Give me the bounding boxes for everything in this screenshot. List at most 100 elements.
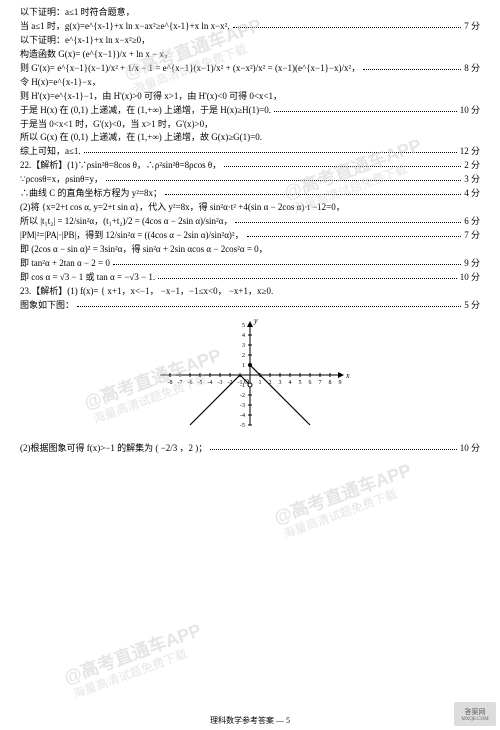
q23-last-dots bbox=[210, 442, 457, 450]
q22-l2-score: 4 分 bbox=[464, 187, 480, 201]
q22-l4-text: 所以 |t₁t₂| = 12/sin²α，(t₁+t₂)/2 = (4cos α… bbox=[20, 215, 232, 229]
l7-score: 10 分 bbox=[460, 104, 480, 118]
svg-text:-6: -6 bbox=[188, 380, 193, 386]
graph-svg: -8-7-6-5-4-3-2-1123456789-5-4-3-2-112345… bbox=[150, 315, 350, 440]
q22-l1: ∵ρcosθ=x，ρsinθ=y， 3 分 bbox=[20, 173, 480, 187]
l0: 以下证明：a≤1 时符合题意， bbox=[20, 6, 480, 20]
q23-last-score: 10 分 bbox=[460, 442, 480, 456]
q23-last: (2)根据图象可得 f(x)>−1 的解集为 ( −2/3 ，2 )； 10 分 bbox=[20, 442, 480, 456]
q22-l8: 即 cos α = √3 − 1 或 tan α = −√3 − 1. 10 分 bbox=[20, 271, 480, 285]
svg-text:-7: -7 bbox=[178, 380, 183, 386]
q22-l5-score: 7 分 bbox=[464, 229, 480, 243]
l1-dots bbox=[233, 20, 462, 28]
svg-text:y: y bbox=[253, 316, 258, 325]
svg-text:-3: -3 bbox=[240, 403, 245, 409]
q22-l8-score: 10 分 bbox=[460, 271, 480, 285]
l1: 当 a≤1 时，g(x)=e^{x-1}+x ln x−ax²≥e^{x-1}+… bbox=[20, 20, 480, 34]
svg-text:1: 1 bbox=[259, 380, 262, 386]
q22-l4-dots bbox=[235, 215, 461, 223]
svg-text:-5: -5 bbox=[198, 380, 203, 386]
l9: 所以 G(x) 在 (0,1) 上递减，在 (1,+∞) 上递增，故 G(x)≥… bbox=[20, 131, 480, 145]
l10-dots bbox=[84, 145, 457, 153]
l1-text: 当 a≤1 时，g(x)=e^{x-1}+x ln x−ax²≥e^{x-1}+… bbox=[20, 20, 230, 34]
svg-text:4: 4 bbox=[242, 333, 245, 339]
l1-score: 7 分 bbox=[464, 20, 480, 34]
q23-cap-text: 图象如下图： bbox=[20, 299, 74, 313]
svg-text:5: 5 bbox=[242, 323, 245, 329]
svg-text:5: 5 bbox=[299, 380, 302, 386]
q22-l2-dots bbox=[165, 187, 461, 195]
l9-text: 所以 G(x) 在 (0,1) 上递减，在 (1,+∞) 上递增，故 G(x)≥… bbox=[20, 131, 262, 145]
q22-l3: (2)将 {x=2+t cos α, y=2+t sin α}，代入 y²=8x… bbox=[20, 201, 480, 215]
q23-head-text: 23.【解析】(1) f(x)= { x+1，x<−1， −x−1，−1≤x<0… bbox=[20, 285, 273, 299]
page-footer: 理科数学参考答案 — 5 bbox=[0, 715, 500, 726]
l6: 则 H'(x)=e^{x-1}−1，由 H'(x)>0 可得 x>1，由 H'(… bbox=[20, 90, 480, 104]
l2: 以下证明：e^{x-1}+x ln x−x²≥0， bbox=[20, 34, 480, 48]
svg-text:1: 1 bbox=[242, 363, 245, 369]
q23-head: 23.【解析】(1) f(x)= { x+1，x<−1， −x−1，−1≤x<0… bbox=[20, 285, 480, 299]
q22-l1-dots bbox=[106, 173, 461, 181]
l7-text: 于是 H(x) 在 (0,1) 上递减，在 (1,+∞) 上递增，于是 H(x)… bbox=[20, 104, 271, 118]
q22-l2: ∴曲线 C 的直角坐标方程为 y²=8x； 4 分 bbox=[20, 187, 480, 201]
q22-l7: 即 tan²α + 2tan α − 2 = 0 9 分 bbox=[20, 257, 480, 271]
l3: 构造函数 G(x)= (e^{x−1})/x + ln x − x， bbox=[20, 48, 480, 62]
q22-l7-text: 即 tan²α + 2tan α − 2 = 0 bbox=[20, 257, 110, 271]
svg-text:-4: -4 bbox=[208, 380, 213, 386]
watermark-4: @高考直通车APP bbox=[270, 456, 415, 530]
l0-text: 以下证明：a≤1 时符合题意， bbox=[20, 6, 135, 20]
l10-text: 综上可知，a≤1. bbox=[20, 145, 81, 159]
svg-text:-5: -5 bbox=[240, 423, 245, 429]
q22-l5: |PM|²=|PA|·|PB|，得到 12/sin²α = ((4cos α −… bbox=[20, 229, 480, 243]
site-badge: 答案网 MXQE.COM bbox=[454, 702, 496, 726]
q22-l0-score: 2 分 bbox=[464, 159, 480, 173]
badge-line2: MXQE.COM bbox=[461, 717, 488, 722]
svg-text:3: 3 bbox=[242, 343, 245, 349]
svg-text:6: 6 bbox=[309, 380, 312, 386]
watermark-4b: 海量高清试题免费下载 bbox=[281, 485, 400, 542]
q23-cap: 图象如下图： 5 分 bbox=[20, 299, 480, 313]
q23-cap-dots bbox=[77, 299, 461, 307]
q22-l7-dots bbox=[113, 257, 461, 265]
l8-text: 于是当 0<x<1 时，G'(x)<0，当 x>1 时，G'(x)>0， bbox=[20, 118, 213, 132]
watermark-5: @高考直通车APP bbox=[60, 616, 205, 690]
l4-text: 则 G'(x)= e^{x−1}(x−1)/x² + 1/x − 1 = e^{… bbox=[20, 62, 360, 76]
badge-line1: 答案网 bbox=[465, 707, 486, 717]
svg-text:-3: -3 bbox=[218, 380, 223, 386]
svg-text:x: x bbox=[345, 371, 350, 380]
q22-l0-text: 22.【解析】(1)∵ρsin²θ=8cos θ，∴ρ²sin²θ=8ρcos … bbox=[20, 159, 221, 173]
l5: 令 H(x)=e^{x-1}−x， bbox=[20, 76, 480, 90]
q22-l8-text: 即 cos α = √3 − 1 或 tan α = −√3 − 1. bbox=[20, 271, 155, 285]
l10: 综上可知，a≤1. 12 分 bbox=[20, 145, 480, 159]
q22-l0-dots bbox=[224, 159, 461, 167]
q22-l5-text: |PM|²=|PA|·|PB|，得到 12/sin²α = ((4cos α −… bbox=[20, 229, 244, 243]
l10-score: 12 分 bbox=[460, 145, 480, 159]
q23-cap-score: 5 分 bbox=[464, 299, 480, 313]
svg-text:-8: -8 bbox=[168, 380, 173, 386]
q22-l0: 22.【解析】(1)∵ρsin²θ=8cos θ，∴ρ²sin²θ=8ρcos … bbox=[20, 159, 480, 173]
svg-text:-4: -4 bbox=[240, 413, 245, 419]
q22-l1-score: 3 分 bbox=[464, 173, 480, 187]
q22-l6: 即 (2cos α − sin α)² = 3sin²α，得 sin²α + 2… bbox=[20, 243, 480, 257]
svg-text:4: 4 bbox=[289, 380, 292, 386]
svg-text:9: 9 bbox=[339, 380, 342, 386]
l8: 于是当 0<x<1 时，G'(x)<0，当 x>1 时，G'(x)>0， bbox=[20, 118, 480, 132]
l2-text: 以下证明：e^{x-1}+x ln x−x²≥0， bbox=[20, 34, 150, 48]
q22-l4: 所以 |t₁t₂| = 12/sin²α，(t₁+t₂)/2 = (4cos α… bbox=[20, 215, 480, 229]
q22-l2-text: ∴曲线 C 的直角坐标方程为 y²=8x； bbox=[20, 187, 162, 201]
l7: 于是 H(x) 在 (0,1) 上递减，在 (1,+∞) 上递增，于是 H(x)… bbox=[20, 104, 480, 118]
watermark-5b: 海量高清试题免费下载 bbox=[71, 645, 190, 702]
l5-text: 令 H(x)=e^{x-1}−x， bbox=[20, 76, 101, 90]
l4: 则 G'(x)= e^{x−1}(x−1)/x² + 1/x − 1 = e^{… bbox=[20, 62, 480, 76]
svg-text:8: 8 bbox=[329, 380, 332, 386]
q22-l8-dots bbox=[158, 271, 457, 279]
l4-score: 8 分 bbox=[464, 62, 480, 76]
q23-last-text: (2)根据图象可得 f(x)>−1 的解集为 ( −2/3 ，2 )； bbox=[20, 442, 207, 456]
q22-l3-text: (2)将 {x=2+t cos α, y=2+t sin α}，代入 y²=8x… bbox=[20, 201, 345, 215]
q22-l1-text: ∵ρcosθ=x，ρsinθ=y， bbox=[20, 173, 103, 187]
svg-text:3: 3 bbox=[279, 380, 282, 386]
q22-l7-score: 9 分 bbox=[464, 257, 480, 271]
l4-dots bbox=[363, 62, 461, 70]
svg-text:-2: -2 bbox=[240, 393, 245, 399]
q22-l5-dots bbox=[247, 229, 462, 237]
q22-l4-score: 6 分 bbox=[464, 215, 480, 229]
